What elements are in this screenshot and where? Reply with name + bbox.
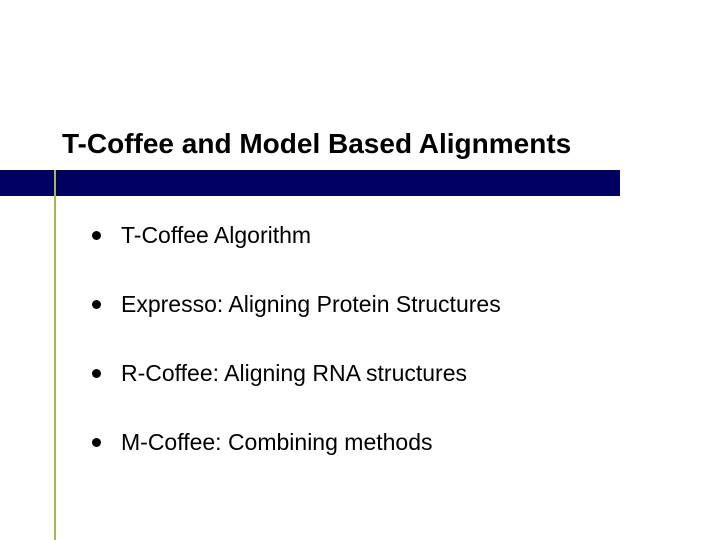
bullet-text: R-Coffee: Aligning RNA structures	[121, 360, 467, 387]
list-item: T-Coffee Algorithm	[92, 222, 501, 249]
title-underline	[0, 170, 620, 196]
list-item: Expresso: Aligning Protein Structures	[92, 291, 501, 318]
bullet-list: T-Coffee Algorithm Expresso: Aligning Pr…	[92, 222, 501, 498]
slide-title: T-Coffee and Model Based Alignments	[62, 128, 571, 160]
accent-vertical-line	[54, 170, 56, 540]
bullet-icon	[92, 231, 101, 240]
bullet-text: M-Coffee: Combining methods	[121, 429, 433, 456]
bullet-icon	[92, 438, 101, 447]
slide: T-Coffee and Model Based Alignments T-Co…	[0, 0, 720, 540]
list-item: R-Coffee: Aligning RNA structures	[92, 360, 501, 387]
list-item: M-Coffee: Combining methods	[92, 429, 501, 456]
bullet-icon	[92, 300, 101, 309]
bullet-text: T-Coffee Algorithm	[121, 222, 311, 249]
bullet-text: Expresso: Aligning Protein Structures	[121, 291, 501, 318]
bullet-icon	[92, 369, 101, 378]
